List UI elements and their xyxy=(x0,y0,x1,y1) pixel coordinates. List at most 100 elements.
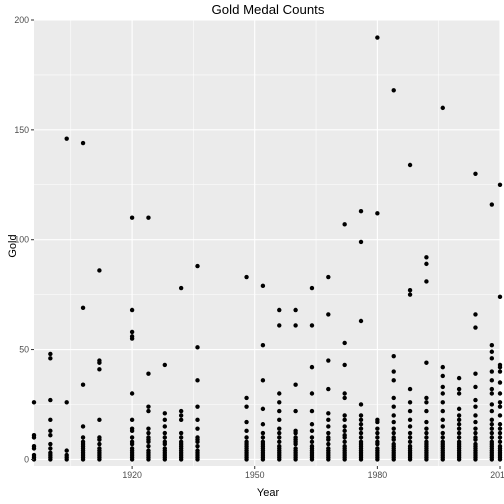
data-point xyxy=(244,274,249,280)
data-point xyxy=(244,435,249,440)
data-point xyxy=(277,391,282,396)
data-point xyxy=(497,369,503,374)
data-point xyxy=(489,402,495,407)
data-point xyxy=(48,356,53,361)
data-point xyxy=(489,202,495,207)
data-point xyxy=(48,417,53,423)
data-point xyxy=(358,417,364,423)
y-axis-ticks: 0 50 100 150 200 xyxy=(14,15,34,464)
data-point xyxy=(375,430,380,436)
data-point xyxy=(391,413,396,418)
data-point xyxy=(309,323,315,328)
data-point xyxy=(309,444,315,449)
data-point xyxy=(497,444,503,449)
data-point xyxy=(375,446,380,451)
data-point xyxy=(407,439,413,445)
y-tick-label: 150 xyxy=(14,125,29,135)
data-point xyxy=(309,422,315,427)
data-point xyxy=(497,294,503,300)
data-point xyxy=(497,422,503,427)
data-point xyxy=(424,439,429,445)
data-point xyxy=(456,426,462,431)
data-point xyxy=(473,397,478,403)
data-point xyxy=(391,378,396,383)
data-point xyxy=(277,439,282,445)
data-point xyxy=(129,334,135,339)
data-point xyxy=(342,413,347,418)
data-point xyxy=(456,439,462,445)
data-point xyxy=(358,239,364,245)
data-point xyxy=(358,435,364,440)
data-point xyxy=(358,318,364,324)
y-axis-title: Gold xyxy=(7,234,19,257)
data-point xyxy=(260,406,266,412)
data-point xyxy=(178,430,184,436)
data-point xyxy=(129,417,135,423)
data-point xyxy=(456,391,462,396)
data-point xyxy=(424,395,429,401)
data-point xyxy=(48,351,53,357)
data-point xyxy=(342,395,347,401)
data-point xyxy=(497,435,503,440)
data-point xyxy=(195,263,200,269)
y-tick-label: 50 xyxy=(19,345,29,355)
data-point xyxy=(293,408,298,414)
data-point xyxy=(456,435,462,440)
data-point xyxy=(48,433,53,438)
data-point xyxy=(391,369,396,374)
data-point xyxy=(326,386,331,392)
data-point xyxy=(440,384,445,390)
data-point xyxy=(391,395,396,401)
y-tick-label: 0 xyxy=(24,454,29,464)
data-point xyxy=(473,325,478,330)
data-point xyxy=(391,419,396,425)
data-point xyxy=(342,222,347,227)
data-point xyxy=(391,430,396,436)
chart-title: Gold Medal Counts xyxy=(212,2,325,17)
data-point xyxy=(162,439,168,445)
data-point xyxy=(489,369,495,374)
data-point xyxy=(80,435,86,440)
data-point xyxy=(407,288,413,293)
data-point xyxy=(97,268,102,273)
data-point xyxy=(260,378,266,383)
data-point xyxy=(407,292,413,297)
data-point xyxy=(146,404,151,409)
data-point xyxy=(391,353,396,359)
data-point xyxy=(391,426,396,431)
data-point xyxy=(277,408,282,414)
plot-panel xyxy=(34,20,500,466)
data-point xyxy=(424,430,429,436)
data-point xyxy=(456,422,462,427)
data-point xyxy=(489,356,495,361)
data-point xyxy=(129,435,135,440)
data-point xyxy=(293,435,298,440)
data-point xyxy=(309,428,315,434)
data-point xyxy=(497,400,503,405)
data-point xyxy=(146,435,151,440)
data-point xyxy=(424,261,429,267)
data-point xyxy=(260,422,266,427)
data-point xyxy=(391,435,396,440)
data-point xyxy=(195,345,200,350)
data-point xyxy=(48,450,53,456)
data-point xyxy=(489,378,495,383)
data-point xyxy=(80,382,86,387)
data-point xyxy=(162,417,168,423)
data-point xyxy=(375,35,380,40)
data-point xyxy=(407,444,413,449)
data-point xyxy=(293,382,298,387)
data-point xyxy=(440,364,445,370)
data-point xyxy=(146,430,151,436)
data-point xyxy=(48,428,53,434)
data-point xyxy=(375,417,380,423)
data-point xyxy=(129,329,135,335)
data-point xyxy=(326,417,331,423)
data-point xyxy=(440,424,445,429)
data-point xyxy=(407,400,413,405)
data-point xyxy=(375,426,380,431)
data-point xyxy=(48,446,53,451)
data-point xyxy=(497,362,503,368)
data-point xyxy=(424,360,429,365)
data-point xyxy=(260,435,266,440)
